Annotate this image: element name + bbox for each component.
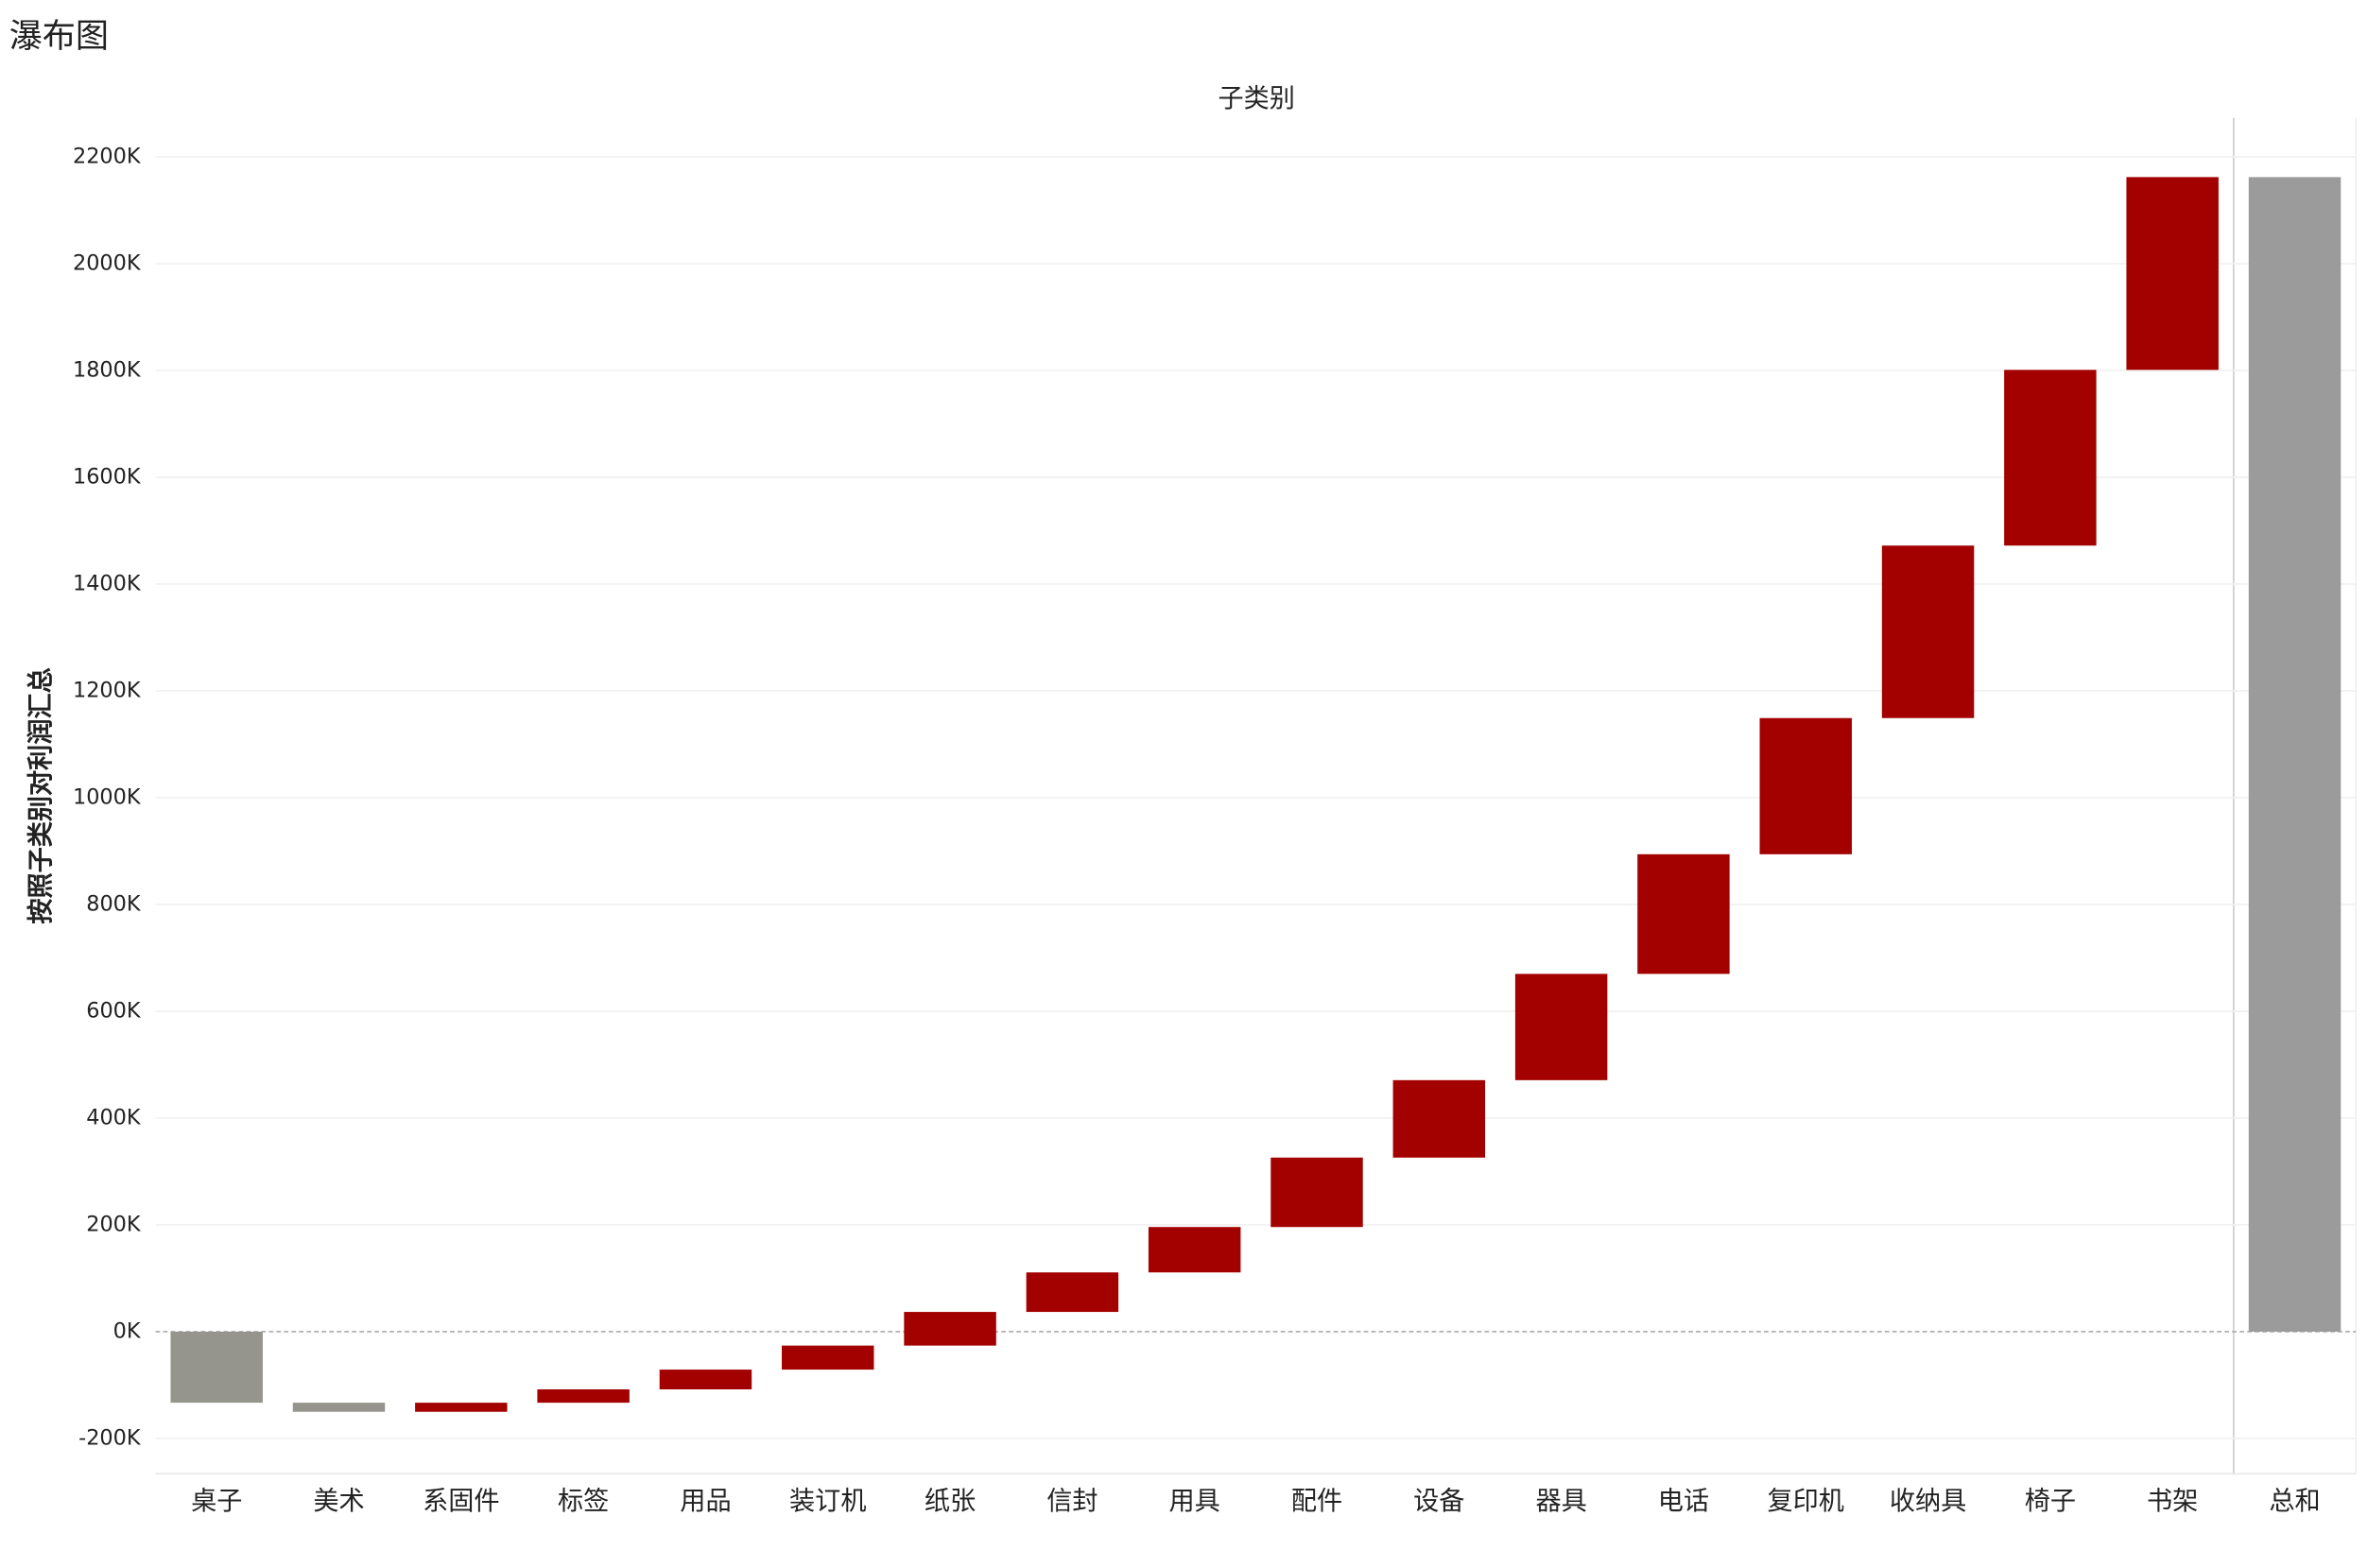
chart-title: 瀑布图	[9, 17, 109, 56]
x-tick-label: 美术	[313, 1487, 364, 1516]
y-tick-label: 1600K	[73, 464, 142, 489]
x-tick-label: 系固件	[423, 1487, 499, 1516]
y-tick-label: 800K	[86, 891, 142, 916]
y-tick-label: 1000K	[73, 784, 142, 809]
y-tick-label: 1200K	[73, 678, 142, 702]
x-tick-label: 信封	[1046, 1487, 1098, 1516]
x-tick-label: 书架	[2147, 1487, 2198, 1516]
bar	[1392, 1079, 1486, 1158]
bar	[1881, 545, 1975, 718]
bar	[1026, 1272, 1119, 1313]
x-tick-label: 装订机	[789, 1487, 866, 1516]
x-tick-label: 配件	[1291, 1487, 1342, 1516]
bar	[1270, 1157, 1363, 1228]
y-tick-label: 2200K	[73, 144, 142, 168]
bar	[1514, 974, 1608, 1080]
x-tick-label: 纸张	[925, 1487, 976, 1516]
x-axis-title: 子类别	[1218, 84, 1294, 113]
y-tick-label: 200K	[86, 1212, 142, 1236]
x-tick-label: 设备	[1413, 1487, 1464, 1516]
y-tick-label: 600K	[86, 998, 142, 1023]
y-tick-label: 0K	[113, 1318, 142, 1343]
y-tick-label: -200K	[78, 1425, 142, 1450]
bar	[2126, 177, 2219, 370]
x-tick-label: 桌子	[191, 1487, 242, 1516]
x-tick-label: 复印机	[1768, 1487, 1844, 1516]
y-tick-label: 1400K	[73, 571, 142, 595]
bar	[292, 1403, 386, 1412]
bar	[2004, 370, 2097, 546]
x-tick-label: 器具	[1535, 1487, 1586, 1516]
bar	[415, 1403, 508, 1412]
bar	[1637, 853, 1730, 974]
y-tick-label: 2000K	[73, 250, 142, 275]
bar	[170, 1331, 263, 1404]
y-tick-label: 400K	[86, 1105, 142, 1129]
bar	[782, 1345, 874, 1370]
x-tick-label: 用品	[680, 1487, 731, 1516]
x-tick-label: 收纳具	[1890, 1487, 1966, 1516]
bar	[659, 1370, 752, 1389]
y-axis-title: 按照子类别对利润汇总	[26, 667, 56, 923]
total-bar	[2248, 177, 2342, 1332]
bar	[904, 1312, 996, 1346]
bar	[537, 1388, 630, 1404]
x-tick-label: 标签	[558, 1487, 609, 1516]
bar	[1148, 1227, 1241, 1273]
bar	[1759, 717, 1852, 854]
y-tick-label: 1800K	[73, 357, 142, 382]
x-tick-label: 电话	[1658, 1487, 1709, 1516]
x-tick-label: 用具	[1169, 1487, 1220, 1516]
x-tick-label: 椅子	[2025, 1487, 2076, 1516]
x-tick-label: 总和	[2269, 1487, 2320, 1516]
